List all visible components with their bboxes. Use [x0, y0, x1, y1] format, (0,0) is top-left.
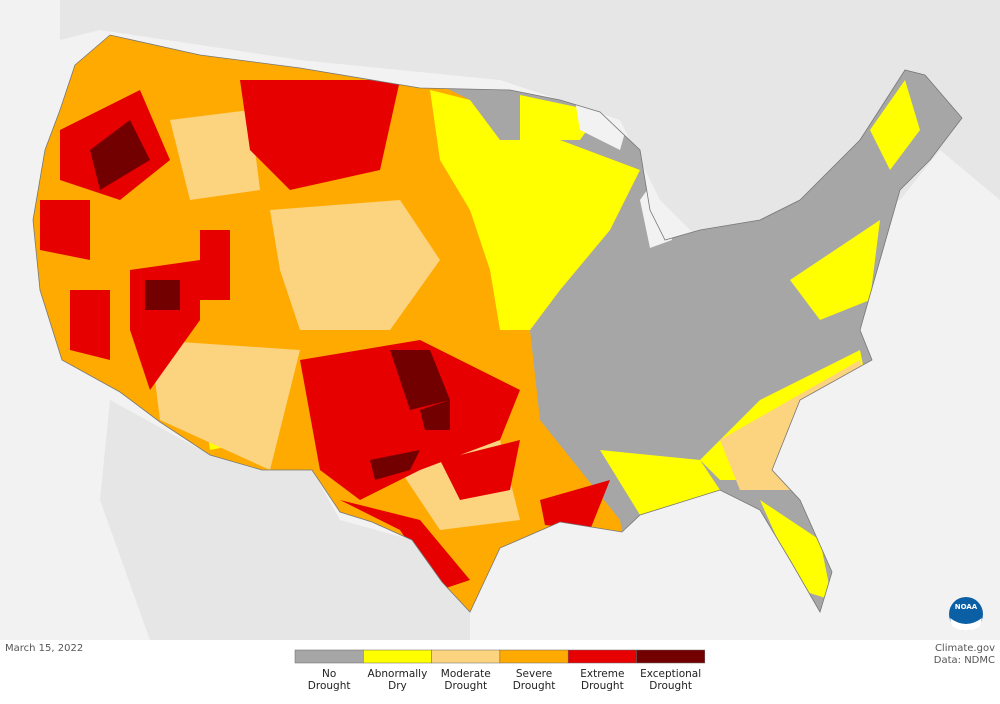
canada	[60, 0, 1000, 240]
footer	[0, 640, 1000, 704]
legend-label: Dry	[388, 680, 407, 692]
legend-swatch	[567, 649, 637, 664]
legend-label: Exceptional	[640, 668, 701, 680]
logo-text: NOAA	[955, 603, 978, 611]
legend-label: Drought	[581, 680, 624, 692]
legend-label: Drought	[513, 680, 556, 692]
legend-label: Drought	[649, 680, 692, 692]
credit-source: Climate.gov	[935, 643, 995, 654]
legend-swatch	[499, 649, 569, 664]
legend-label: No	[322, 668, 336, 680]
legend-swatch	[294, 649, 364, 664]
legend-swatch	[431, 649, 501, 664]
noaa-logo: NOAA	[949, 597, 983, 631]
legend-label: Moderate	[441, 668, 491, 680]
legend-swatch	[363, 649, 432, 664]
date: March 15, 2022	[5, 643, 83, 654]
legend-swatch	[636, 649, 706, 664]
legend-label: Drought	[308, 680, 351, 692]
legend-label: Severe	[516, 668, 552, 680]
credit-data: Data: NDMC	[934, 655, 995, 666]
legend-label: Drought	[444, 680, 487, 692]
mexico	[100, 400, 470, 640]
legend-label: Extreme	[580, 668, 624, 680]
legend-label: Abnormally	[368, 668, 428, 680]
legend: NoDroughtAbnormallyDryModerateDroughtSev…	[294, 649, 706, 692]
